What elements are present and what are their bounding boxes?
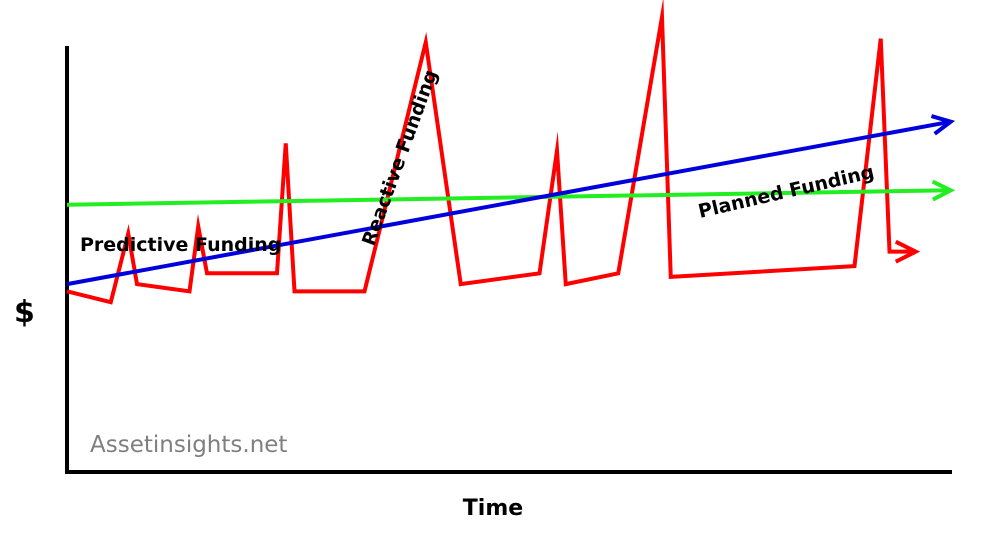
- reactive-funding-line: [66, 0, 916, 305]
- planned-funding-arrowhead: [930, 114, 956, 136]
- y-axis-title: $: [14, 295, 35, 330]
- predictive-funding-arrowhead: [931, 179, 956, 202]
- planned-funding-line: [66, 119, 952, 287]
- plot-area: [65, 0, 956, 474]
- predictive-funding-label: Predictive Funding: [80, 234, 281, 256]
- arrowhead-mark: [894, 239, 921, 264]
- arrowhead-mark: [930, 114, 956, 136]
- watermark: Assetinsights.net: [90, 432, 287, 458]
- predictive-funding-line: [66, 188, 951, 207]
- arrowhead-mark: [931, 179, 956, 202]
- x-axis-title: Time: [463, 496, 523, 521]
- reactive-funding-arrowhead: [894, 239, 921, 264]
